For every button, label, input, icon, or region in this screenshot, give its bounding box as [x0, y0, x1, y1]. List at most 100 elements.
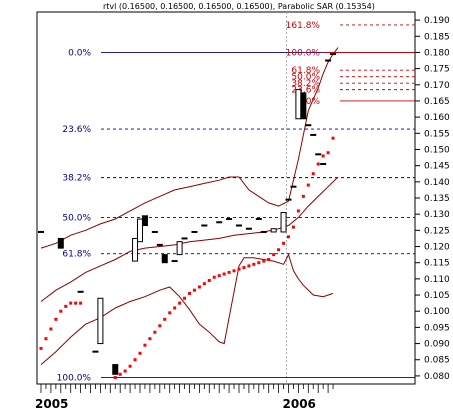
sar-point	[128, 364, 132, 368]
fibonacci-levels: 0.0%23.6%38.2%50.0%61.8%100.0%161.8%100.…	[57, 21, 415, 384]
sar-point	[207, 278, 211, 282]
sar-point	[192, 288, 196, 292]
sar-point	[222, 272, 226, 276]
sar-point	[74, 301, 78, 305]
sar-point	[113, 376, 117, 380]
price-candle	[137, 218, 143, 243]
sar-point	[326, 151, 330, 155]
parabolic-sar-series	[39, 136, 335, 380]
fib-left-level-label: 0.0%	[68, 48, 91, 58]
sar-point	[287, 235, 290, 239]
x-tick-label: 2006	[283, 397, 316, 411]
price-candle	[132, 237, 139, 262]
y-tick-label: 0.135	[424, 194, 450, 204]
y-tick-label: 0.140	[424, 178, 450, 188]
price-candle	[97, 297, 104, 345]
bollinger-upper-line	[40, 47, 339, 249]
fib-right-level-label: 50.0%	[291, 73, 320, 83]
fib-right-level-label: 0.0%	[297, 97, 320, 107]
sar-point	[163, 317, 167, 321]
y-tick-label: 0.190	[424, 16, 450, 26]
sar-point	[64, 304, 68, 308]
chart-header: rtvl (0.16500, 0.16500, 0.16500, 0.16500…	[103, 2, 375, 11]
sar-point	[311, 172, 315, 176]
y-tick-label: 0.100	[424, 307, 450, 317]
sar-point	[178, 301, 182, 305]
sar-point	[267, 257, 271, 261]
sar-point	[282, 241, 286, 245]
sar-point	[153, 330, 157, 334]
sar-point	[148, 337, 152, 341]
fib-right-level-label: 61.8%	[291, 66, 320, 76]
y-axis: 0.080 0.085 0.090 0.095 0.100 0.105 0.110 0.115…	[415, 16, 450, 382]
sar-point	[291, 225, 295, 229]
price-candle	[280, 212, 287, 233]
sar-point	[123, 369, 127, 373]
price-candles	[38, 53, 337, 375]
y-tick-label: 0.160	[424, 113, 450, 123]
price-candle	[295, 89, 302, 120]
sar-point	[197, 285, 201, 289]
fib-right-level-label: 100.0%	[286, 48, 321, 58]
sar-point	[59, 309, 63, 313]
price-candle	[57, 237, 64, 249]
y-tick-label: 0.105	[424, 291, 450, 301]
sar-point	[301, 194, 305, 198]
sar-point	[237, 267, 241, 271]
price-candle	[176, 241, 183, 256]
bollinger-middle-line	[40, 176, 339, 302]
y-tick-label: 0.130	[424, 210, 450, 220]
price-candle	[300, 92, 307, 120]
price-candle	[161, 254, 168, 264]
fib-right-level-label: 23.6%	[291, 86, 320, 96]
y-tick-label: 0.090	[424, 340, 450, 350]
sar-point	[54, 317, 58, 321]
sar-point	[227, 270, 231, 274]
fib-left-level-label: 61.8%	[62, 250, 91, 260]
sar-point	[44, 337, 48, 341]
y-tick-label: 0.145	[424, 162, 450, 172]
sar-point	[118, 372, 122, 376]
sar-point	[232, 269, 236, 273]
y-tick-label: 0.085	[424, 356, 450, 366]
x-axis: 2005 2006	[35, 384, 334, 411]
sar-point	[247, 264, 251, 268]
sar-point	[272, 253, 276, 257]
fib-right-level-label: 161.8%	[286, 21, 321, 31]
sar-point	[69, 301, 73, 305]
sar-point	[133, 358, 137, 362]
fib-left-level-label: 100.0%	[57, 374, 92, 384]
bollinger-bands	[40, 47, 339, 365]
sar-point	[252, 262, 256, 266]
sar-point	[143, 343, 147, 347]
sar-point	[173, 306, 177, 310]
sar-point	[296, 209, 300, 213]
sar-point	[49, 327, 53, 331]
sar-point	[242, 266, 246, 270]
sar-point	[257, 261, 261, 265]
sar-point	[306, 183, 310, 187]
price-candle	[270, 228, 277, 233]
y-tick-label: 0.125	[424, 226, 450, 236]
fib-left-level-label: 50.0%	[62, 213, 91, 223]
y-tick-label: 0.155	[424, 129, 450, 139]
sar-point	[168, 311, 172, 315]
x-tick-label: 2005	[35, 397, 68, 411]
sar-point	[158, 324, 162, 328]
sar-point	[183, 296, 187, 300]
sar-point	[331, 136, 335, 140]
sar-point	[79, 301, 83, 305]
sar-point	[217, 274, 221, 278]
y-tick-label: 0.115	[424, 259, 450, 269]
y-tick-label: 0.185	[424, 32, 450, 42]
fib-left-level-label: 23.6%	[62, 125, 91, 135]
sar-point	[202, 282, 206, 286]
sar-point	[262, 259, 266, 263]
y-tick-label: 0.120	[424, 243, 450, 253]
y-tick-label: 0.095	[424, 323, 450, 333]
fib-left-level-label: 38.2%	[62, 174, 91, 184]
y-tick-label: 0.180	[424, 48, 450, 58]
bollinger-lower-line	[40, 253, 334, 365]
